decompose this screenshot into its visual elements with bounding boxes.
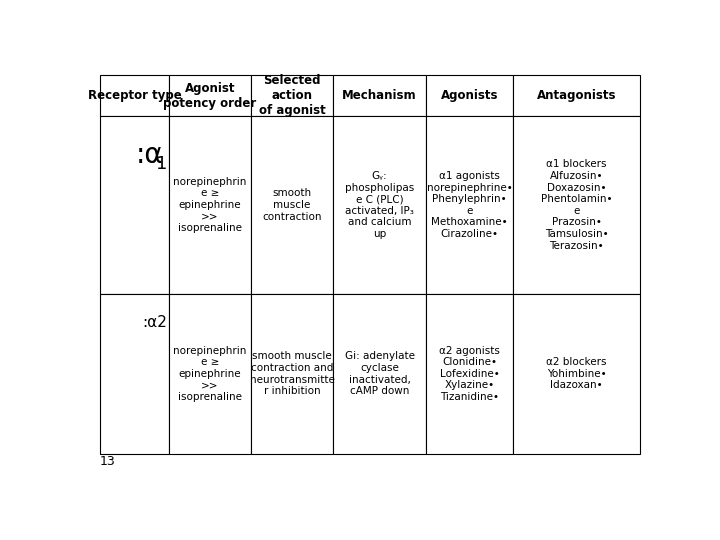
Text: Gi: adenylate
cyclase
inactivated,
cAMP down: Gi: adenylate cyclase inactivated, cAMP …: [345, 352, 415, 396]
Text: 13: 13: [100, 455, 116, 468]
Text: Agonists: Agonists: [441, 89, 498, 102]
Bar: [426, 116, 513, 294]
Text: norepinephrin
e ≥
epinephrine
>>
isoprenaline: norepinephrin e ≥ epinephrine >> isopren…: [174, 177, 247, 233]
Text: α2 blockers
Yohimbine•
Idazoxan•: α2 blockers Yohimbine• Idazoxan•: [546, 357, 607, 390]
Bar: [169, 294, 251, 454]
Text: :α2: :α2: [143, 315, 168, 330]
Bar: [333, 116, 426, 294]
Bar: [100, 294, 169, 454]
Text: 1: 1: [156, 156, 168, 173]
Bar: [169, 116, 251, 294]
Text: smooth muscle
contraction and
neurotransmitte
r inhibition: smooth muscle contraction and neurotrans…: [250, 352, 335, 396]
Bar: [333, 294, 426, 454]
Text: :α: :α: [136, 141, 163, 169]
Bar: [426, 75, 513, 116]
Bar: [169, 75, 251, 116]
Text: Receptor type: Receptor type: [88, 89, 181, 102]
Text: Agonist
potency order: Agonist potency order: [163, 82, 257, 110]
Text: α2 agonists
Clonidine•
Lofexidine•
Xylazine•
Tizanidine•: α2 agonists Clonidine• Lofexidine• Xylaz…: [439, 346, 500, 402]
Bar: [513, 116, 639, 294]
Bar: [426, 294, 513, 454]
Bar: [251, 75, 333, 116]
Bar: [251, 294, 333, 454]
Text: Selected
action
of agonist: Selected action of agonist: [258, 74, 325, 117]
Text: α1 blockers
Alfuzosin•
Doxazosin•
Phentolamin•
e
Prazosin•
Tamsulosin•
Terazosin: α1 blockers Alfuzosin• Doxazosin• Phento…: [541, 159, 612, 251]
Bar: [333, 75, 426, 116]
Bar: [251, 116, 333, 294]
Bar: [100, 116, 169, 294]
Text: α1 agonists
norepinephrine•
Phenylephrin•
e
Methoxamine•
Cirazoline•: α1 agonists norepinephrine• Phenylephrin…: [427, 171, 513, 239]
Text: Mechanism: Mechanism: [342, 89, 417, 102]
Bar: [513, 294, 639, 454]
Text: Gᵧ:
phospholipas
e C (PLC)
activated, IP₃
and calcium
up: Gᵧ: phospholipas e C (PLC) activated, IP…: [345, 171, 414, 239]
Bar: [100, 75, 169, 116]
Text: smooth
muscle
contraction: smooth muscle contraction: [262, 188, 322, 221]
Bar: [513, 75, 639, 116]
Text: Antagonists: Antagonists: [536, 89, 616, 102]
Text: norepinephrin
e ≥
epinephrine
>>
isoprenaline: norepinephrin e ≥ epinephrine >> isopren…: [174, 346, 247, 402]
